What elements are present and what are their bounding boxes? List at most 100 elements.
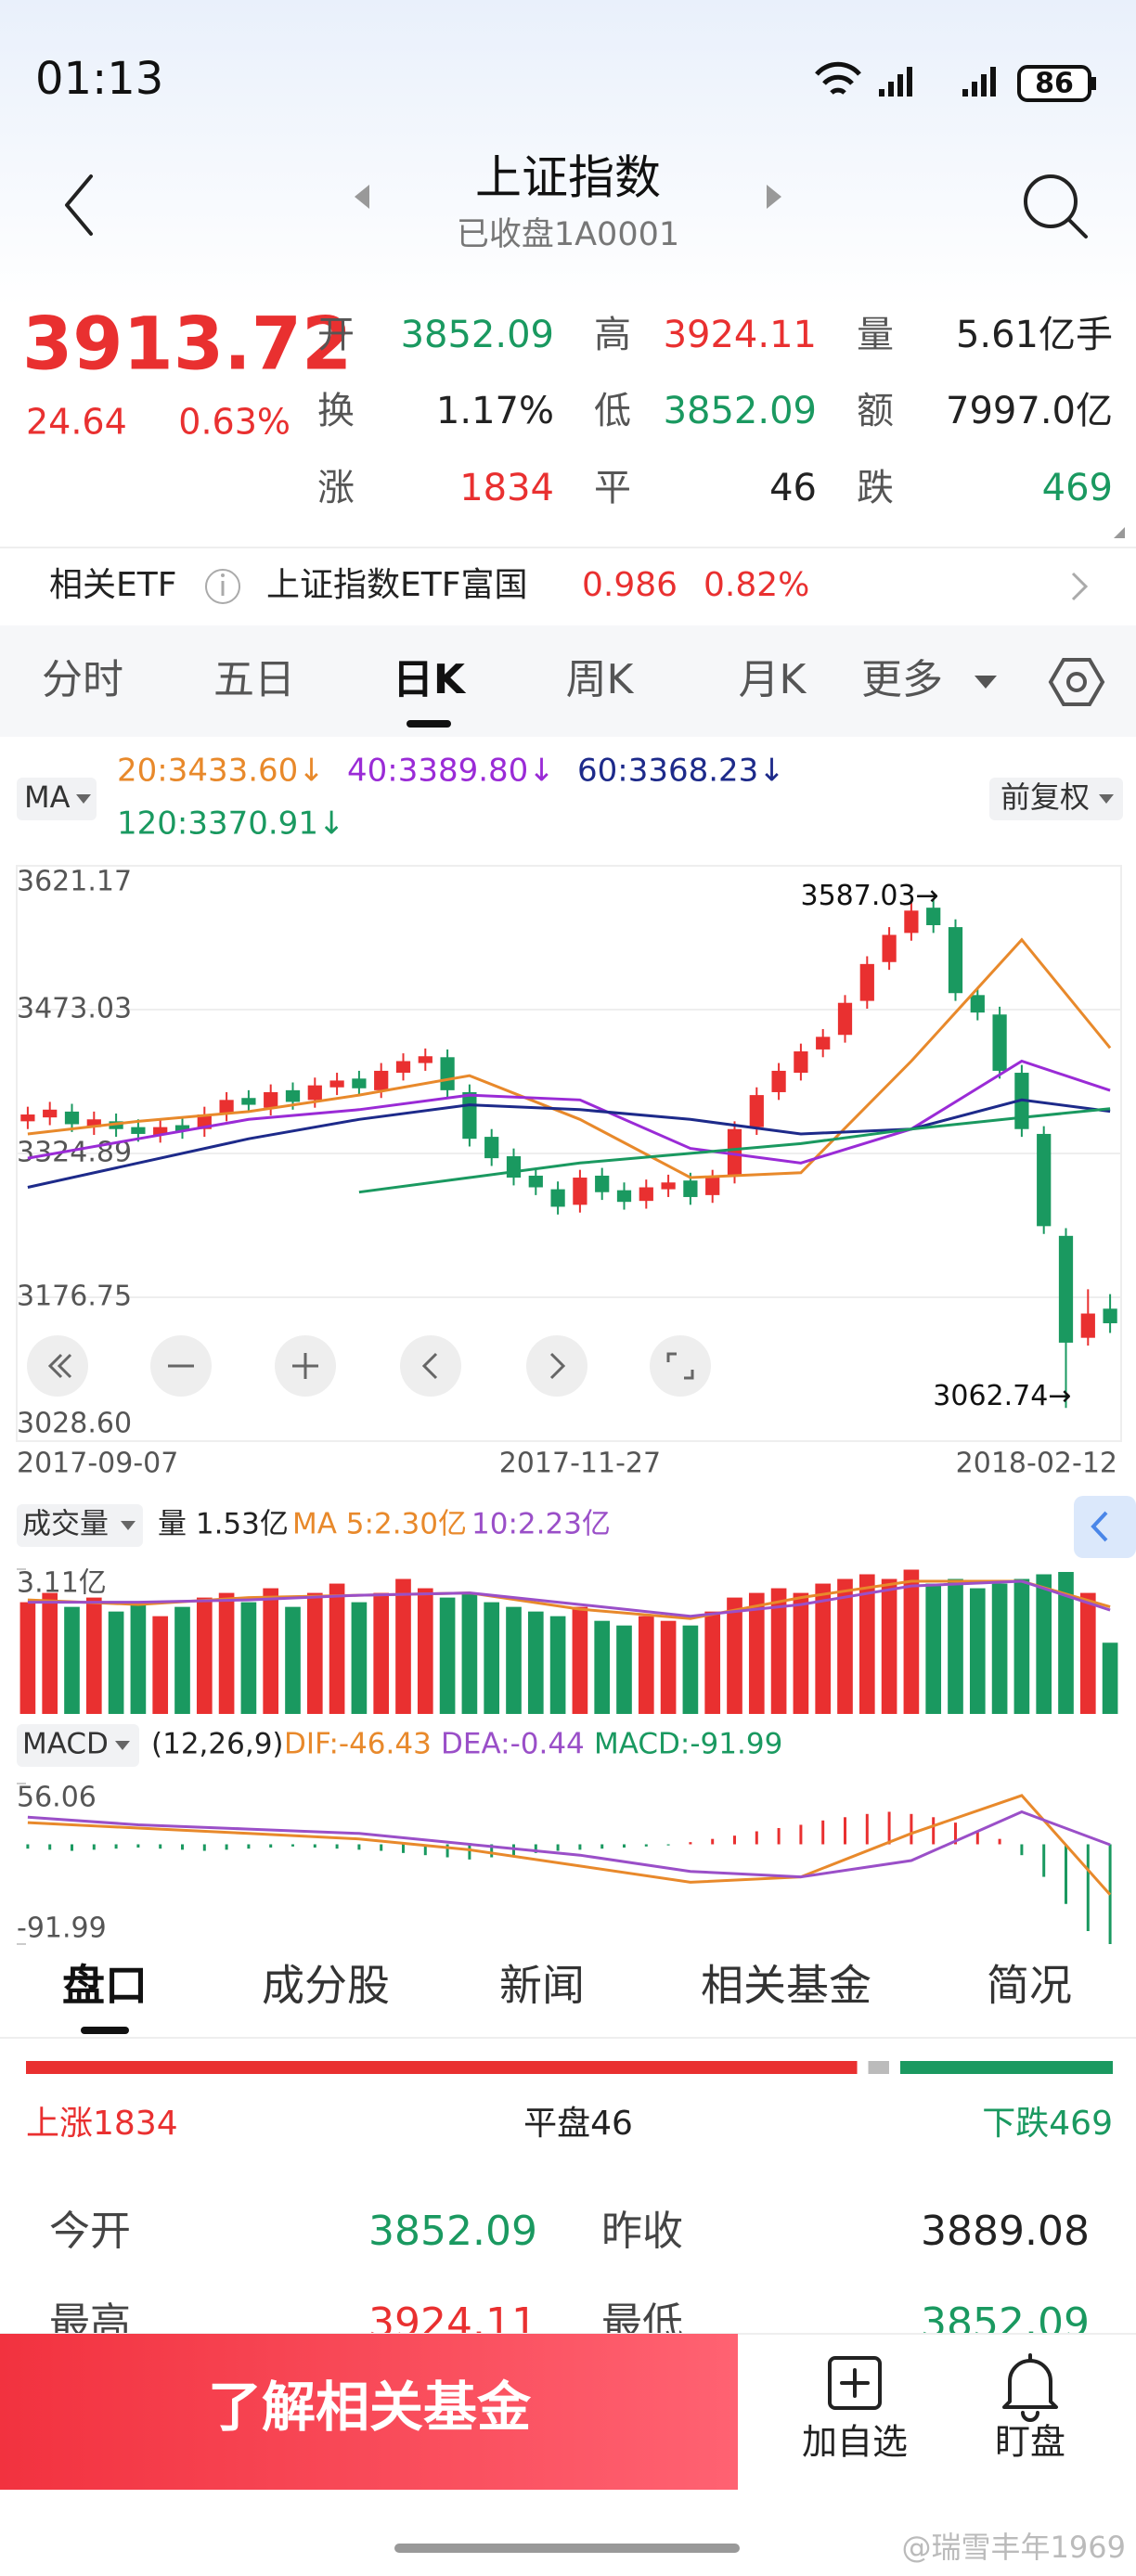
macd-legend: DEA:-0.44 [441, 1728, 585, 1761]
fullscreen[interactable] [650, 1335, 711, 1397]
alert-label[interactable]: 盯盘 [995, 2422, 1065, 2463]
extreme-annotation: 3587.03→ [800, 880, 938, 912]
more-caret[interactable] [975, 676, 997, 689]
period-tab[interactable]: 月K [739, 656, 807, 703]
settings-button[interactable] [1048, 658, 1105, 706]
breadth-down-text: 下跌469 [982, 2105, 1113, 2143]
period-tab[interactable]: 日K [393, 656, 467, 703]
volume-bar [527, 1611, 544, 1714]
period-tab[interactable]: 更多 [861, 656, 943, 703]
volume-bar [948, 1578, 963, 1714]
volume-bar [174, 1606, 190, 1714]
back-button[interactable] [65, 174, 93, 236]
detail-tab[interactable]: 成分股 [262, 1961, 390, 2011]
candle-body [43, 1109, 58, 1118]
macd-menu[interactable] [17, 1724, 139, 1767]
volume-bar [704, 1611, 721, 1714]
icon [47, 1353, 63, 1379]
stat-label: 高 [594, 314, 631, 356]
prev-index[interactable] [355, 185, 369, 209]
battery-tip [1091, 77, 1096, 90]
volume-bar [42, 1592, 58, 1714]
breadth-down-text-count: 469 [1049, 2105, 1113, 2143]
candle-body [970, 995, 985, 1013]
home-indicator[interactable] [394, 2544, 740, 2553]
ma-line [27, 1059, 1111, 1165]
caret [1099, 794, 1114, 804]
volume-bar [770, 1588, 787, 1714]
ma-line [358, 1107, 1111, 1194]
adjust-menu[interactable] [989, 778, 1123, 820]
candle-body [859, 963, 874, 1001]
signal-icon [879, 67, 912, 97]
candle-body [484, 1137, 499, 1159]
stat-value: 5.61亿手 [956, 314, 1113, 356]
alert-icon[interactable] [1002, 2353, 1058, 2422]
stat-value: 1.17% [436, 390, 554, 432]
volume-menu[interactable] [17, 1504, 143, 1547]
volume-bar [748, 1592, 765, 1714]
volume-bar [1013, 1578, 1030, 1714]
stat-label: 量 [857, 314, 894, 356]
ma-line [27, 1794, 1112, 1896]
candle-body [749, 1095, 764, 1127]
detail-tab[interactable]: 盘口 [62, 1961, 148, 2011]
volume-bar [329, 1583, 345, 1714]
extreme-annotation: 3062.74→ [933, 1380, 1071, 1412]
candle-body [683, 1180, 698, 1197]
watermark: @瑞雪丰年1969 [902, 2530, 1126, 2565]
macd-menu-label[interactable]: MACD [22, 1728, 109, 1761]
fund-button-label[interactable]: 了解相关基金 [208, 2376, 532, 2439]
candle-body [727, 1128, 742, 1176]
scroll-left[interactable] [400, 1335, 461, 1397]
candle-body [131, 1127, 146, 1134]
volume-bar [1102, 1642, 1118, 1714]
etf-name[interactable]: 上证指数ETF富国 [266, 566, 527, 604]
candle-body [307, 1085, 322, 1101]
tab-bar [0, 625, 1136, 737]
volume-bar [306, 1592, 323, 1714]
ma-menu-label[interactable]: MA [24, 779, 71, 815]
stat-value: 3924.11 [664, 314, 817, 356]
ma-menu[interactable] [17, 778, 97, 820]
volume-legend: 10:2.23亿 [471, 1508, 611, 1541]
adjust-label[interactable]: 前复权 [1000, 779, 1090, 815]
breadth-down [899, 2061, 1113, 2074]
volume-menu-label[interactable]: 成交量 [22, 1508, 109, 1541]
period-tab[interactable]: 五日 [213, 656, 295, 703]
x-tick-label: 2018-02-12 [956, 1448, 1117, 1480]
candle-body [1058, 1235, 1074, 1343]
volume-bar [240, 1602, 257, 1714]
caret [76, 794, 91, 804]
etf-price: 0.986 [582, 566, 678, 604]
x-tick-label: 2017-09-07 [17, 1448, 178, 1480]
fund-button[interactable] [0, 2334, 738, 2490]
period-tab[interactable]: 周K [566, 656, 635, 703]
volume-bar [616, 1625, 632, 1714]
stat-value: 7997.0亿 [946, 390, 1113, 432]
candle-body [992, 1014, 1007, 1071]
info-icon[interactable] [205, 569, 240, 604]
candle-body [904, 910, 919, 934]
watchlist-icon[interactable] [828, 2356, 882, 2410]
candle-body [1037, 1133, 1052, 1227]
expand-corner[interactable] [1114, 527, 1125, 538]
search-button[interactable] [1024, 174, 1088, 238]
scroll-right[interactable] [526, 1335, 587, 1397]
y-tick-label: 3324.89 [17, 1136, 132, 1168]
volume-bar [969, 1588, 986, 1714]
volume-bar [130, 1602, 147, 1714]
etf-chevron[interactable] [1071, 572, 1089, 601]
caret [121, 1521, 136, 1530]
detail-value: 3889.08 [921, 2208, 1090, 2255]
side-panel-tab[interactable] [1074, 1496, 1136, 1558]
watchlist-label[interactable]: 加自选 [802, 2422, 908, 2463]
detail-label: 昨收 [601, 2208, 683, 2255]
detail-tab[interactable]: 新闻 [499, 1961, 585, 2011]
subtitle: 已收盘1A0001 [457, 216, 679, 253]
detail-tab[interactable]: 相关基金 [701, 1961, 871, 2011]
y-tick-label: 3.11亿 [17, 1567, 107, 1600]
detail-tab[interactable]: 简况 [987, 1961, 1072, 2011]
next-index[interactable] [767, 185, 781, 209]
period-tab[interactable]: 分时 [42, 656, 123, 703]
